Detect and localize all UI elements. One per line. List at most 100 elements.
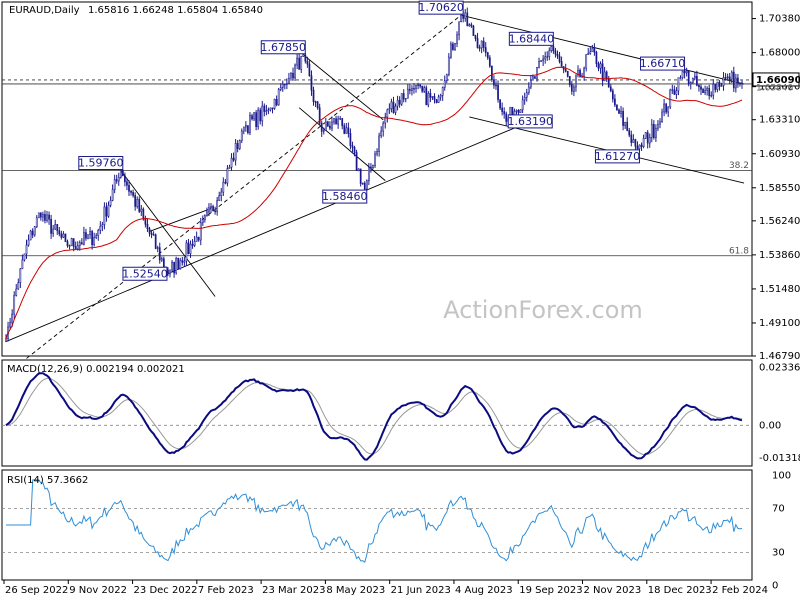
candle-body [400,93,403,105]
candle-body [117,177,120,182]
candle-body [693,75,696,79]
candle-body [665,103,668,113]
candle-body [478,47,481,49]
candle-body [525,92,528,98]
price-label-box [507,114,553,129]
candle-body [148,228,151,234]
candle-body [427,93,430,106]
candle-body [599,63,602,69]
candle-body [324,121,327,131]
candle-body [556,53,559,57]
candle-body [210,206,212,209]
macd-title: MACD(12,26,9) 0.002194 0.002021 [7,364,185,375]
candle-body [614,98,616,106]
candle-body [279,87,282,90]
trendline [120,170,216,297]
candle-body [677,77,680,92]
candle-body [370,166,372,169]
candle-body [445,74,448,81]
candle-body [156,247,159,249]
candle-body [421,85,424,92]
candle-body [48,214,50,220]
candle-body [499,99,501,109]
candle-body [458,21,460,36]
symbol-label: EURAUD,Daily [9,5,80,16]
candle-body [359,168,362,184]
candle-body [466,12,469,27]
candle-body [394,105,397,113]
price-label: 1.59760 [78,156,124,169]
candle-body [93,237,96,246]
candle-body [97,229,100,237]
candle-body [700,86,702,90]
candle-body [552,46,555,52]
candle-body [132,192,134,196]
candle-body [673,89,676,95]
candle-body [476,38,479,48]
candle-body [177,258,180,269]
candle-body [365,180,368,190]
candle-body [89,231,91,235]
candle-body [558,55,561,62]
candle-body [568,76,571,85]
candle-body [554,50,557,55]
candle-body [25,244,28,255]
price-levels: 38.2 61.8 [2,79,752,257]
y-tick-label: 1.65620 [759,82,800,93]
candle-body [486,52,489,58]
candle-body [154,234,157,249]
x-tick-label: 7 Feb 2023 [198,585,254,596]
candle-body [441,87,444,96]
candle-body [425,87,428,106]
candle-body [464,12,467,19]
candle-body [521,99,524,111]
candle-body [37,212,40,219]
candle-body [288,78,290,84]
price-label-box [322,189,368,204]
candle-body [238,140,241,150]
candle-body [265,110,268,112]
candle-body [550,46,553,51]
candle-body [585,54,588,69]
candle-body [741,82,743,84]
candle-body [345,127,348,134]
panel-frame [1,1,753,357]
fib-label: 61.8 [729,247,749,257]
candle-body [31,230,34,236]
rsi-line [6,479,743,564]
candle-body [187,242,190,254]
ma-line [5,66,743,339]
candle-body [109,200,112,206]
candle-body [216,200,219,212]
candle-body [493,79,495,86]
candle-body [609,86,612,92]
candle-body [286,83,288,85]
candle-body [56,224,59,232]
price-label: 1.70620 [418,1,464,14]
candle-body [351,145,354,148]
candle-body [80,242,83,245]
candle-body [634,139,637,147]
candle-body [185,242,188,262]
candle-body [589,51,592,54]
candle-body [119,170,122,178]
x-tick-label: 18 Dec 2023 [648,585,712,596]
candle-body [138,199,141,212]
candle-body [197,236,200,241]
candle-body [544,56,547,60]
candle-body [62,233,65,238]
candle-body [726,76,729,79]
candle-body [44,214,46,221]
price-label-box [78,155,124,170]
candle-body [546,56,549,58]
candle-body [669,89,672,108]
candle-body [601,63,604,82]
candle-body [406,88,409,99]
candle-body [474,35,477,39]
candle-body [415,84,417,89]
candle-body [696,75,698,86]
candle-body [39,212,42,218]
candle-body [691,77,694,83]
candle-body [657,123,659,129]
candle-body [560,61,563,67]
